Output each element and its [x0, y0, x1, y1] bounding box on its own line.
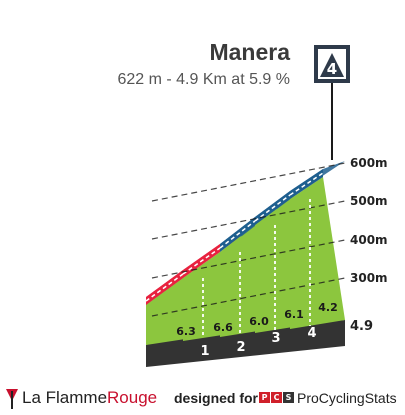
- segment-gradient-label: 6.1: [284, 308, 304, 321]
- km-marker-label: 2: [236, 340, 245, 355]
- altitude-tick-label: 300m: [350, 271, 388, 285]
- strip-dash: [145, 273, 184, 302]
- designed-for-label: designed for: [174, 390, 259, 406]
- segment-gradient-label: 6.3: [176, 325, 196, 338]
- procyclingstats-label: ProCyclingStats: [297, 390, 397, 406]
- segment-gradient-label: 4.2: [318, 301, 338, 314]
- flamme-rouge-flag-icon: [6, 389, 18, 409]
- pcs-letter-s: S: [283, 392, 294, 403]
- altitude-tick-label: 500m: [350, 194, 388, 208]
- brand-la-flamme: La Flamme: [22, 388, 108, 407]
- footer: La FlammeRouge designed for P C S ProCyc…: [0, 385, 405, 413]
- km-strip: [146, 320, 345, 367]
- pcs-logo-icon: P C S: [259, 392, 294, 403]
- segment-gradient-label: 6.6: [213, 321, 233, 334]
- altitude-tick-label: 600m: [350, 156, 388, 170]
- total-distance-label: 4.9: [350, 319, 373, 334]
- altitude-tick-label: 400m: [350, 233, 388, 247]
- strip-dash: [219, 220, 256, 249]
- category-number: 4: [327, 60, 337, 78]
- strip-dash: [254, 194, 291, 222]
- gradient-top-segment: [290, 161, 345, 191]
- altitude-gridline: [151, 162, 346, 202]
- category-badge: 4: [314, 45, 350, 83]
- pcs-letter-p: P: [259, 392, 270, 403]
- climb-stats: 622 m - 4.9 Km at 5.9 %: [117, 71, 290, 88]
- la-flamme-rouge-logo: La FlammeRouge: [22, 388, 157, 408]
- pcs-letter-c: C: [271, 392, 282, 403]
- profile-layer: 300m 400m 500m 600m 6.3 6.6 6.0 6.1 4.2 1 2 3 4 4.9: [145, 156, 388, 367]
- altitude-gridline: [151, 200, 346, 240]
- strip-dash: [182, 247, 221, 275]
- altitude-gridline: [151, 277, 346, 317]
- altitude-gridline: [151, 239, 346, 279]
- profile-face-segment: [290, 177, 345, 329]
- brand-rouge: Rouge: [107, 388, 158, 407]
- segment-gradient-label: 6.0: [249, 315, 269, 328]
- km-marker-label: 3: [271, 331, 280, 346]
- elevation-profile-chart: Manera 622 m - 4.9 Km at 5.9 % 4 300m 400…: [117, 39, 388, 367]
- mountain-icon: [320, 53, 344, 77]
- km-marker-label: 1: [200, 344, 209, 359]
- km-marker-label: 4: [307, 326, 316, 341]
- climb-name: Manera: [209, 39, 290, 65]
